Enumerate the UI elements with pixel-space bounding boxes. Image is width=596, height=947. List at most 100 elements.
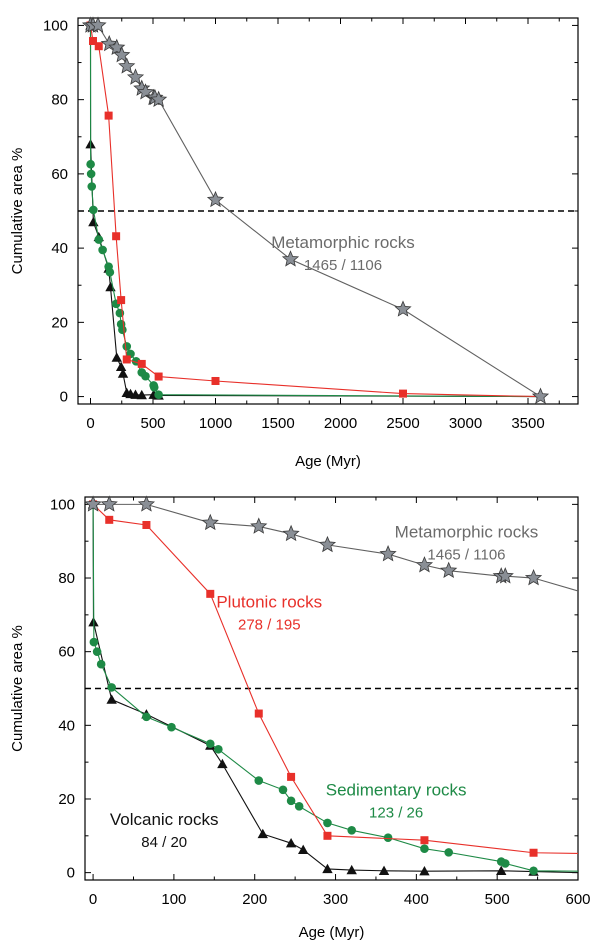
metamorphic-rocks-point bbox=[150, 90, 168, 107]
sedimentary-rocks-point bbox=[254, 776, 264, 785]
x-tick-label: 1500 bbox=[261, 415, 294, 432]
annotation-title: Plutonic rocks bbox=[216, 592, 322, 611]
series-plutonic-rocks bbox=[86, 21, 541, 398]
chart-top: 0 500 1000 1500 2000 2500 3000 3500 0 20 40 60 80 100… bbox=[9, 16, 579, 470]
sedimentary-rocks-point bbox=[444, 848, 453, 857]
sedimentary-rocks-point bbox=[87, 182, 97, 191]
x-tick-label: 100 bbox=[161, 891, 186, 908]
x-tick-label: 500 bbox=[485, 891, 510, 908]
annotation-counts: 1465 / 1106 bbox=[304, 257, 382, 274]
y-tick-label: 100 bbox=[50, 496, 75, 513]
plutonic-rocks-point bbox=[211, 376, 220, 385]
sedimentary-rocks-point bbox=[347, 825, 357, 835]
x-axis-label: Age (Myr) bbox=[299, 924, 365, 941]
x-tick-label: 2500 bbox=[386, 415, 419, 432]
annotation-counts: 84 / 20 bbox=[141, 834, 187, 851]
volcanic-rocks-point bbox=[419, 865, 430, 876]
y-tick-label: 0 bbox=[60, 389, 68, 406]
sedimentary-rocks-point bbox=[214, 744, 223, 754]
annotation-title: Metamorphic rocks bbox=[271, 233, 415, 252]
series-line-volcanic-rocks bbox=[92, 504, 578, 874]
x-axis-label: Age (Myr) bbox=[295, 453, 361, 470]
y-tick-label: 60 bbox=[51, 166, 68, 183]
sedimentary-rocks-point bbox=[86, 159, 95, 169]
series-metamorphic-rocks bbox=[81, 16, 550, 404]
volcanic-rocks-point bbox=[298, 844, 309, 854]
x-tick-label: 3500 bbox=[511, 415, 544, 432]
plutonic-rocks-point bbox=[206, 589, 215, 598]
volcanic-rocks-point bbox=[257, 828, 269, 839]
y-tick-label: 0 bbox=[67, 865, 75, 882]
annotation-title: Metamorphic rocks bbox=[395, 523, 539, 542]
metamorphic-rocks-point bbox=[318, 535, 337, 553]
plutonic-rocks-point bbox=[117, 296, 126, 305]
y-axis-label: Cumulative area % bbox=[9, 625, 26, 752]
y-axis-label: Cumulative area % bbox=[9, 148, 26, 275]
y-tick-label: 40 bbox=[58, 717, 75, 734]
sedimentary-rocks-point bbox=[167, 722, 176, 732]
volcanic-rocks-point bbox=[378, 865, 390, 875]
volcanic-rocks-point bbox=[496, 865, 507, 875]
metamorphic-rocks-point bbox=[201, 513, 219, 531]
series-volcanic-rocks bbox=[85, 20, 541, 400]
y-tick-label: 80 bbox=[51, 92, 68, 109]
metamorphic-rocks-point bbox=[415, 556, 434, 573]
series-line-sedimentary-rocks bbox=[89, 25, 541, 398]
plutonic-rocks-point bbox=[420, 836, 429, 845]
volcanic-rocks-point bbox=[111, 352, 122, 362]
plutonic-rocks-point bbox=[105, 515, 114, 524]
x-tick-label: 200 bbox=[242, 891, 267, 908]
sedimentary-rocks-point bbox=[529, 866, 538, 876]
series-sedimentary-rocks bbox=[86, 21, 541, 400]
metamorphic-rocks-point bbox=[206, 190, 225, 208]
metamorphic-rocks-point bbox=[524, 568, 543, 586]
plutonic-rocks-point bbox=[287, 772, 296, 781]
plutonic-rocks-point bbox=[94, 42, 103, 51]
sedimentary-rocks-point bbox=[383, 833, 393, 842]
plutonic-rocks-point bbox=[112, 232, 121, 241]
plutonic-rocks-point bbox=[154, 372, 163, 381]
x-tick-label: 1000 bbox=[199, 415, 232, 432]
sedimentary-rocks-point bbox=[323, 818, 332, 828]
x-tick-label: 400 bbox=[404, 891, 429, 908]
sedimentary-rocks-point bbox=[96, 659, 106, 669]
series-sedimentary-rocks bbox=[88, 500, 578, 876]
volcanic-rocks-point bbox=[115, 361, 127, 372]
sedimentary-rocks-point bbox=[94, 235, 104, 244]
series-metamorphic-rocks bbox=[84, 495, 578, 592]
y-tick-label: 20 bbox=[51, 314, 68, 331]
metamorphic-rocks-point bbox=[379, 545, 397, 562]
sedimentary-rocks-point bbox=[92, 647, 102, 656]
volcanic-rocks-point bbox=[346, 864, 357, 875]
metamorphic-rocks-point bbox=[282, 524, 300, 542]
metamorphic-rocks-point bbox=[440, 561, 458, 578]
x-tick-label: 500 bbox=[140, 415, 165, 432]
plutonic-rocks-point bbox=[137, 359, 146, 368]
metamorphic-rocks-point bbox=[126, 68, 145, 85]
sedimentary-rocks-point bbox=[105, 267, 115, 277]
plutonic-rocks-point bbox=[89, 37, 97, 46]
sedimentary-rocks-point bbox=[420, 844, 429, 853]
plutonic-rocks-point bbox=[323, 831, 332, 840]
y-tick-label: 40 bbox=[51, 240, 68, 257]
metamorphic-rocks-point bbox=[89, 16, 107, 33]
y-tick-label: 100 bbox=[43, 17, 68, 34]
volcanic-rocks-point bbox=[105, 281, 116, 292]
annotation-title: Sedimentary rocks bbox=[326, 780, 467, 799]
sedimentary-rocks-point bbox=[98, 245, 107, 255]
sedimentary-rocks-point bbox=[154, 390, 163, 400]
x-tick-label: 0 bbox=[86, 415, 94, 432]
x-tick-label: 0 bbox=[89, 891, 97, 908]
volcanic-rocks-point bbox=[106, 694, 117, 704]
y-tick-label: 20 bbox=[58, 791, 75, 808]
volcanic-rocks-point bbox=[117, 368, 129, 378]
sedimentary-rocks-point bbox=[89, 205, 98, 215]
sedimentary-rocks-point bbox=[278, 785, 288, 795]
series-line-sedimentary-rocks bbox=[92, 504, 578, 872]
metamorphic-rocks-point bbox=[137, 495, 156, 512]
metamorphic-rocks-point bbox=[394, 300, 412, 317]
sedimentary-rocks-point bbox=[141, 371, 150, 381]
sedimentary-rocks-point bbox=[118, 325, 127, 335]
metamorphic-rocks-point bbox=[118, 57, 136, 74]
y-tick-label: 80 bbox=[58, 570, 75, 587]
